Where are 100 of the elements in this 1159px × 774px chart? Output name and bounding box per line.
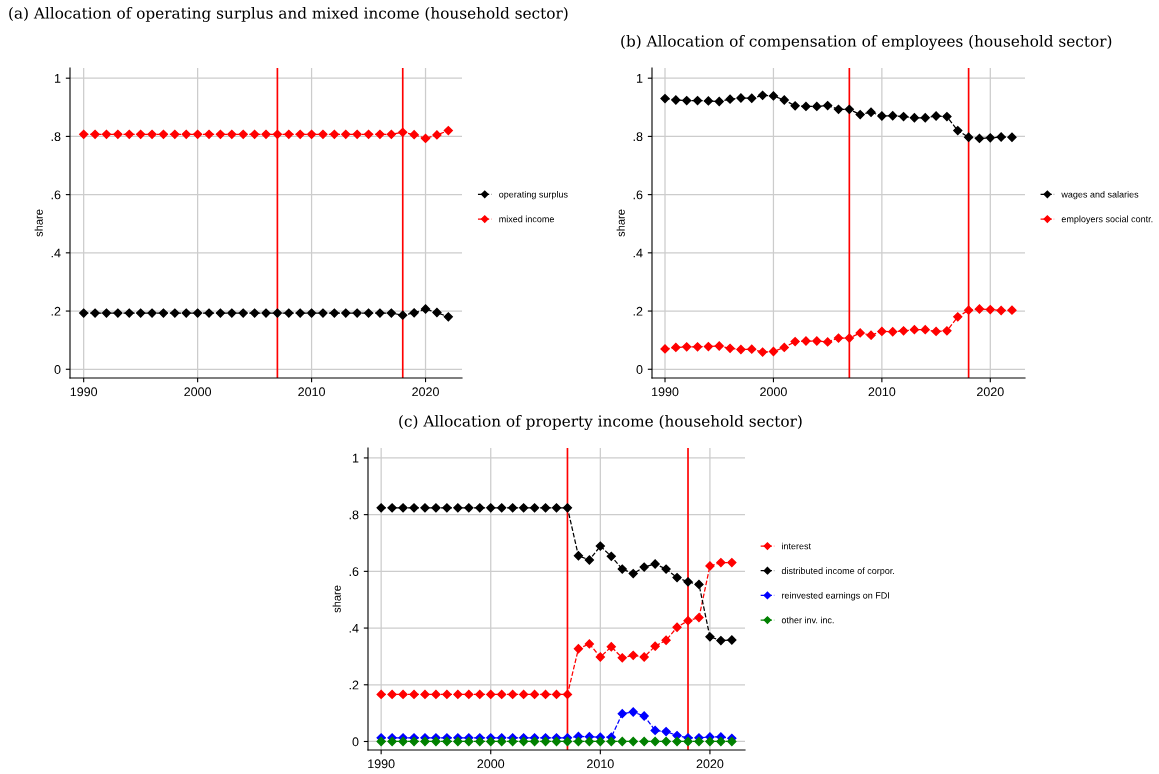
point	[757, 347, 768, 357]
point	[683, 616, 693, 626]
point	[628, 568, 638, 579]
point	[844, 104, 854, 114]
x-tick-label: 1990	[368, 759, 395, 769]
point	[716, 557, 726, 568]
point	[985, 304, 995, 315]
point	[475, 503, 485, 513]
point	[942, 111, 952, 122]
point	[113, 129, 123, 139]
point	[204, 308, 214, 318]
point	[823, 337, 833, 347]
point	[193, 308, 203, 318]
x-tick-label: 2020	[412, 387, 439, 397]
point	[801, 101, 811, 112]
point	[823, 100, 833, 111]
x-tick-label: 1990	[652, 387, 679, 397]
point	[486, 736, 496, 747]
point	[790, 101, 800, 111]
chart-title: (b) Allocation of compensation of employees (household sector)	[621, 35, 1112, 50]
point	[386, 129, 396, 139]
point	[661, 736, 671, 747]
y-axis-title: share	[34, 209, 43, 237]
point	[985, 133, 995, 143]
point	[204, 129, 214, 139]
point	[181, 308, 191, 318]
point	[329, 308, 339, 318]
point	[584, 555, 595, 565]
point	[877, 111, 887, 121]
point	[453, 503, 463, 513]
y-axis-title: share	[616, 209, 625, 237]
point	[375, 129, 385, 139]
x-tick-label: 2020	[696, 759, 724, 769]
point	[909, 113, 920, 123]
legend-label: other inv. inc.	[781, 616, 834, 624]
point	[639, 562, 649, 572]
point	[431, 736, 441, 747]
point	[682, 95, 692, 106]
point	[497, 689, 507, 700]
point	[628, 650, 638, 660]
point	[508, 736, 518, 747]
point	[387, 689, 397, 700]
chart-title: (a) Allocation of operating surplus and mixed income (household sector)	[9, 7, 568, 22]
legend-label: operating surplus	[499, 190, 568, 200]
point	[124, 308, 134, 318]
point	[341, 129, 351, 139]
point	[628, 736, 638, 747]
point	[170, 129, 180, 139]
point	[318, 129, 328, 139]
point	[420, 736, 430, 747]
point	[432, 130, 442, 140]
point	[703, 341, 714, 352]
y-tick-label: .8	[51, 132, 61, 142]
point	[352, 129, 362, 139]
point	[442, 503, 452, 513]
point	[877, 326, 887, 337]
legend-label: reinvested earnings on FDI	[782, 592, 889, 601]
point	[420, 133, 431, 144]
point	[660, 93, 670, 104]
point	[136, 129, 146, 139]
point	[562, 689, 573, 700]
point	[431, 503, 441, 513]
point	[215, 308, 226, 318]
point	[812, 101, 822, 112]
point	[518, 689, 529, 700]
point	[639, 736, 649, 747]
point	[888, 327, 898, 337]
point	[398, 310, 408, 320]
point	[170, 308, 180, 318]
point	[295, 129, 305, 139]
point	[147, 308, 157, 318]
point	[295, 308, 305, 318]
point	[573, 736, 584, 747]
point	[238, 129, 248, 139]
chart-title: (c) Allocation of property income (household sector)	[399, 415, 802, 430]
point	[486, 503, 496, 513]
point	[443, 125, 453, 136]
point	[475, 736, 485, 747]
point	[705, 736, 715, 747]
point	[363, 129, 374, 139]
point	[329, 129, 339, 139]
point	[272, 308, 283, 318]
point	[639, 652, 649, 662]
point	[833, 333, 844, 343]
point	[508, 689, 518, 700]
point	[888, 111, 898, 121]
point	[409, 689, 419, 700]
y-tick-label: .2	[349, 680, 359, 690]
point	[661, 726, 671, 737]
point	[409, 308, 419, 318]
point	[529, 689, 540, 700]
point	[736, 344, 746, 355]
y-tick-label: .2	[633, 306, 643, 316]
point	[727, 635, 737, 645]
point	[475, 689, 485, 700]
point	[833, 104, 844, 114]
point	[683, 577, 693, 587]
point	[420, 689, 430, 700]
point	[725, 343, 735, 353]
y-tick-label: 1	[54, 74, 61, 83]
